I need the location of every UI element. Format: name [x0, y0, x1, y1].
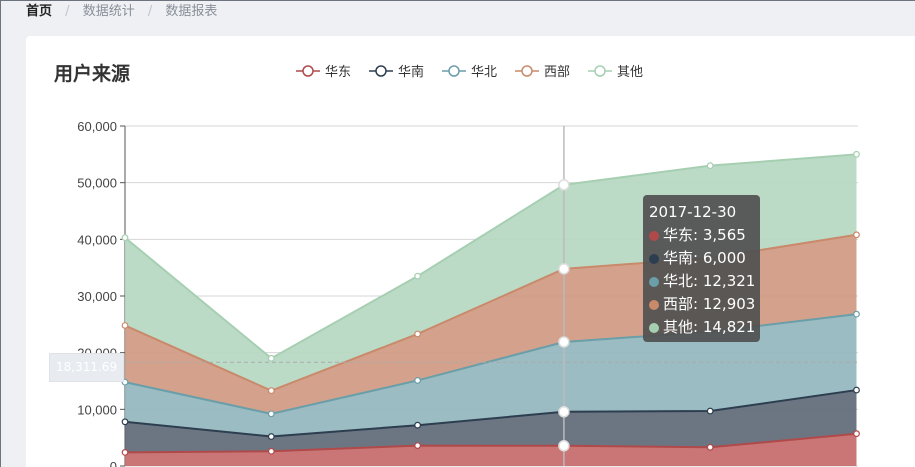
chart-card: 用户来源 010,00020,00030,00040,00050,00060,0… [26, 36, 915, 467]
data-point[interactable] [267, 447, 275, 455]
data-point[interactable] [558, 263, 570, 275]
tooltip-row: 其他: 14,821 [649, 316, 760, 339]
data-point[interactable] [558, 406, 570, 418]
area-chart[interactable]: 010,00020,00030,00040,00050,00060,000华东华… [26, 36, 915, 467]
data-point[interactable] [706, 162, 714, 170]
breadcrumb: 首页 / 数据统计 / 数据报表 [26, 2, 217, 22]
data-point[interactable] [853, 231, 860, 239]
tooltip-series-value: 12,903 [702, 295, 756, 313]
series-area-华东[interactable] [125, 433, 857, 466]
legend-label[interactable]: 华北 [471, 65, 497, 80]
tooltip-row: 西部: 12,903 [649, 293, 760, 316]
data-point[interactable] [853, 310, 860, 318]
data-point[interactable] [558, 440, 570, 452]
legend-marker-icon [375, 65, 387, 77]
data-point[interactable] [853, 150, 860, 158]
chart-title: 用户来源 [54, 63, 131, 85]
window-border-left [0, 0, 1, 467]
tooltip-dot-icon [649, 322, 659, 333]
legend-label[interactable]: 西部 [544, 65, 570, 80]
data-point[interactable] [414, 421, 422, 429]
y-tick-label: 50,000 [77, 176, 117, 191]
data-point[interactable] [414, 442, 422, 450]
legend-label[interactable]: 华南 [398, 64, 424, 80]
data-point[interactable] [267, 410, 275, 418]
data-point[interactable] [121, 449, 129, 456]
series-line-华东[interactable] [124, 432, 857, 454]
breadcrumb-separator: / [65, 4, 70, 19]
breadcrumb-item-report: 数据报表 [165, 4, 218, 19]
tooltip-series-name: 西部 [663, 295, 694, 313]
tooltip-dot-icon [649, 299, 659, 310]
tooltip-row: 华南: 6,000 [649, 247, 760, 270]
data-point[interactable] [267, 354, 275, 362]
data-point[interactable] [121, 322, 129, 329]
y-tick-label: 40,000 [77, 232, 117, 247]
breadcrumb-separator: / [147, 4, 153, 19]
data-point[interactable] [558, 336, 570, 348]
tooltip-row: 华东: 3,565 [649, 224, 760, 247]
tooltip-date: 2017-12-30 [649, 203, 737, 221]
tooltip-series-value: 3,565 [702, 226, 746, 244]
legend-label[interactable]: 其他 [617, 65, 643, 80]
legend-marker-icon [594, 65, 606, 77]
breadcrumb-item-stats[interactable]: 数据统计 [82, 4, 135, 19]
tooltip-dot-icon [649, 253, 659, 264]
data-point[interactable] [414, 330, 422, 338]
data-point[interactable] [706, 443, 714, 451]
tooltip-row: 华北: 12,321 [649, 270, 760, 293]
y-tick-label: 60,000 [77, 119, 117, 134]
tooltip-series-value: 12,321 [702, 272, 756, 290]
y-tick-label: 10,000 [77, 402, 117, 417]
tooltip-series-name: 华北 [663, 272, 694, 290]
y-tick-label: 0 [110, 459, 117, 467]
tooltip-series-value: 14,821 [702, 318, 756, 336]
tooltip-series-value: 6,000 [702, 249, 746, 267]
data-point[interactable] [414, 272, 422, 280]
tooltip-series-name: 华东 [663, 226, 694, 244]
window-border-top [0, 0, 915, 1]
data-point[interactable] [414, 377, 422, 384]
data-point[interactable] [706, 407, 714, 415]
legend-marker-icon [521, 65, 533, 77]
data-point[interactable] [267, 387, 275, 395]
series-area-华南[interactable] [125, 390, 857, 453]
tooltip-dot-icon [649, 276, 659, 287]
series-line-华南[interactable] [124, 389, 857, 438]
breadcrumb-home[interactable]: 首页 [26, 4, 53, 19]
tooltip-series-name: 其他 [663, 318, 694, 336]
chart-tooltip: 2017-12-30 华东: 3,565 华南: 6,000 华北: 12,32… [643, 195, 760, 342]
legend-label[interactable]: 华东 [325, 65, 351, 80]
data-point[interactable] [853, 430, 860, 438]
y-tick-label: 30,000 [77, 289, 117, 304]
data-point[interactable] [267, 433, 275, 440]
legend-marker-icon [302, 65, 314, 77]
data-point[interactable] [853, 386, 860, 394]
data-point[interactable] [121, 234, 129, 242]
data-point[interactable] [558, 179, 570, 191]
tooltip-series-name: 华南 [663, 249, 694, 267]
crosshair-value-label: 18,311.69 [49, 353, 125, 382]
data-point[interactable] [121, 418, 129, 426]
tooltip-dot-icon [649, 230, 659, 241]
series-line-其他[interactable] [124, 153, 857, 360]
legend-marker-icon [448, 65, 460, 77]
